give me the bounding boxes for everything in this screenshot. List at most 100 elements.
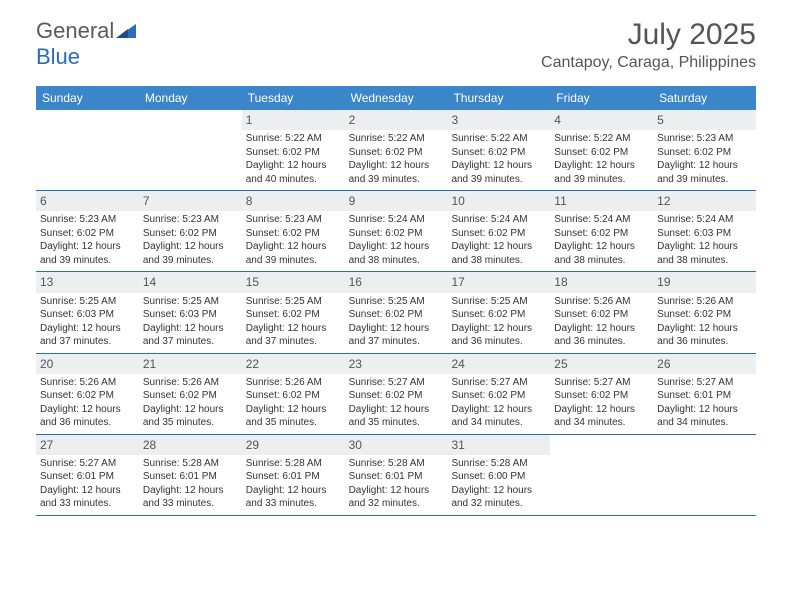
brand-part2: Blue xyxy=(36,44,80,69)
cell-sunrise: Sunrise: 5:23 AM xyxy=(143,213,238,227)
calendar-cell: 7Sunrise: 5:23 AMSunset: 6:02 PMDaylight… xyxy=(139,191,242,271)
cell-daylight2: and 40 minutes. xyxy=(246,173,341,187)
day-number: 18 xyxy=(550,272,653,292)
calendar-cell: 8Sunrise: 5:23 AMSunset: 6:02 PMDaylight… xyxy=(242,191,345,271)
cell-daylight1: Daylight: 12 hours xyxy=(349,484,444,498)
cell-daylight1: Daylight: 12 hours xyxy=(451,159,546,173)
cell-sunset: Sunset: 6:02 PM xyxy=(349,308,444,322)
cell-daylight2: and 39 minutes. xyxy=(143,254,238,268)
cell-daylight1: Daylight: 12 hours xyxy=(451,484,546,498)
cell-daylight2: and 36 minutes. xyxy=(451,335,546,349)
cell-sunset: Sunset: 6:02 PM xyxy=(451,389,546,403)
day-number: 31 xyxy=(447,435,550,455)
calendar-cell: 21Sunrise: 5:26 AMSunset: 6:02 PMDayligh… xyxy=(139,354,242,434)
day-number: 16 xyxy=(345,272,448,292)
calendar-cell: 31Sunrise: 5:28 AMSunset: 6:00 PMDayligh… xyxy=(447,435,550,515)
cell-sunrise: Sunrise: 5:23 AM xyxy=(657,132,752,146)
day-number: 19 xyxy=(653,272,756,292)
calendar-cell: 29Sunrise: 5:28 AMSunset: 6:01 PMDayligh… xyxy=(242,435,345,515)
cell-sunset: Sunset: 6:02 PM xyxy=(246,146,341,160)
cell-sunrise: Sunrise: 5:26 AM xyxy=(554,295,649,309)
cell-daylight1: Daylight: 12 hours xyxy=(349,403,444,417)
day-number: 17 xyxy=(447,272,550,292)
day-number: 6 xyxy=(36,191,139,211)
cell-sunrise: Sunrise: 5:27 AM xyxy=(451,376,546,390)
triangle-icon xyxy=(116,18,136,43)
cell-daylight1: Daylight: 12 hours xyxy=(143,403,238,417)
day-number: 4 xyxy=(550,110,653,130)
cell-daylight2: and 32 minutes. xyxy=(451,497,546,511)
calendar-cell: 9Sunrise: 5:24 AMSunset: 6:02 PMDaylight… xyxy=(345,191,448,271)
day-number: 23 xyxy=(345,354,448,374)
day-header: Monday xyxy=(139,86,242,110)
cell-sunset: Sunset: 6:02 PM xyxy=(554,146,649,160)
cell-daylight1: Daylight: 12 hours xyxy=(40,484,135,498)
cell-sunset: Sunset: 6:02 PM xyxy=(349,146,444,160)
brand-part1: General xyxy=(36,18,114,43)
day-number: 26 xyxy=(653,354,756,374)
cell-sunrise: Sunrise: 5:27 AM xyxy=(40,457,135,471)
cell-daylight1: Daylight: 12 hours xyxy=(451,403,546,417)
cell-sunset: Sunset: 6:02 PM xyxy=(451,308,546,322)
cell-sunrise: Sunrise: 5:24 AM xyxy=(657,213,752,227)
calendar-cell xyxy=(139,110,242,190)
cell-sunset: Sunset: 6:00 PM xyxy=(451,470,546,484)
cell-sunset: Sunset: 6:02 PM xyxy=(451,146,546,160)
day-header: Tuesday xyxy=(242,86,345,110)
cell-sunrise: Sunrise: 5:22 AM xyxy=(246,132,341,146)
cell-daylight1: Daylight: 12 hours xyxy=(143,484,238,498)
cell-sunrise: Sunrise: 5:28 AM xyxy=(143,457,238,471)
cell-daylight1: Daylight: 12 hours xyxy=(143,240,238,254)
cell-daylight1: Daylight: 12 hours xyxy=(349,240,444,254)
calendar-cell: 1Sunrise: 5:22 AMSunset: 6:02 PMDaylight… xyxy=(242,110,345,190)
calendar-cell: 20Sunrise: 5:26 AMSunset: 6:02 PMDayligh… xyxy=(36,354,139,434)
day-number: 10 xyxy=(447,191,550,211)
day-number: 28 xyxy=(139,435,242,455)
cell-sunset: Sunset: 6:02 PM xyxy=(349,389,444,403)
brand-name: GeneralBlue xyxy=(36,18,136,70)
week-row: 20Sunrise: 5:26 AMSunset: 6:02 PMDayligh… xyxy=(36,354,756,435)
cell-sunset: Sunset: 6:02 PM xyxy=(554,308,649,322)
cell-sunset: Sunset: 6:03 PM xyxy=(143,308,238,322)
cell-daylight2: and 37 minutes. xyxy=(40,335,135,349)
cell-daylight2: and 35 minutes. xyxy=(246,416,341,430)
calendar-cell xyxy=(550,435,653,515)
week-row: 27Sunrise: 5:27 AMSunset: 6:01 PMDayligh… xyxy=(36,435,756,516)
cell-sunrise: Sunrise: 5:24 AM xyxy=(349,213,444,227)
cell-sunset: Sunset: 6:03 PM xyxy=(40,308,135,322)
cell-daylight2: and 37 minutes. xyxy=(246,335,341,349)
cell-sunset: Sunset: 6:02 PM xyxy=(349,227,444,241)
calendar-cell: 14Sunrise: 5:25 AMSunset: 6:03 PMDayligh… xyxy=(139,272,242,352)
day-header: Sunday xyxy=(36,86,139,110)
cell-sunrise: Sunrise: 5:26 AM xyxy=(657,295,752,309)
cell-sunrise: Sunrise: 5:27 AM xyxy=(657,376,752,390)
cell-sunset: Sunset: 6:02 PM xyxy=(657,146,752,160)
cell-sunrise: Sunrise: 5:28 AM xyxy=(246,457,341,471)
calendar-table: SundayMondayTuesdayWednesdayThursdayFrid… xyxy=(36,86,756,516)
cell-sunset: Sunset: 6:01 PM xyxy=(349,470,444,484)
calendar-cell xyxy=(36,110,139,190)
cell-daylight1: Daylight: 12 hours xyxy=(451,240,546,254)
week-row: 13Sunrise: 5:25 AMSunset: 6:03 PMDayligh… xyxy=(36,272,756,353)
cell-sunset: Sunset: 6:02 PM xyxy=(246,389,341,403)
calendar-cell: 28Sunrise: 5:28 AMSunset: 6:01 PMDayligh… xyxy=(139,435,242,515)
cell-sunrise: Sunrise: 5:22 AM xyxy=(554,132,649,146)
cell-daylight2: and 32 minutes. xyxy=(349,497,444,511)
calendar-cell: 2Sunrise: 5:22 AMSunset: 6:02 PMDaylight… xyxy=(345,110,448,190)
week-row: 6Sunrise: 5:23 AMSunset: 6:02 PMDaylight… xyxy=(36,191,756,272)
cell-daylight2: and 38 minutes. xyxy=(451,254,546,268)
title-block: July 2025 Cantapoy, Caraga, Philippines xyxy=(541,18,756,72)
cell-daylight1: Daylight: 12 hours xyxy=(40,403,135,417)
day-number: 3 xyxy=(447,110,550,130)
calendar-cell: 3Sunrise: 5:22 AMSunset: 6:02 PMDaylight… xyxy=(447,110,550,190)
cell-sunset: Sunset: 6:01 PM xyxy=(40,470,135,484)
cell-daylight1: Daylight: 12 hours xyxy=(246,322,341,336)
cell-sunset: Sunset: 6:02 PM xyxy=(554,227,649,241)
day-number: 30 xyxy=(345,435,448,455)
cell-daylight1: Daylight: 12 hours xyxy=(349,159,444,173)
day-number: 22 xyxy=(242,354,345,374)
day-header: Friday xyxy=(550,86,653,110)
cell-sunset: Sunset: 6:02 PM xyxy=(657,308,752,322)
cell-daylight1: Daylight: 12 hours xyxy=(246,403,341,417)
day-number: 12 xyxy=(653,191,756,211)
